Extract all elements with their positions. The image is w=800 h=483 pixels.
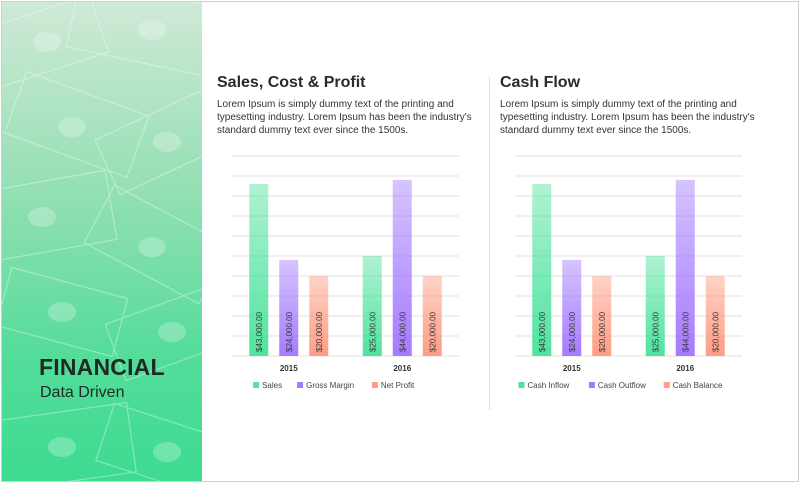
data-label: $25,000.00: [651, 311, 660, 352]
bar-sales-2015: [249, 184, 269, 356]
legend-swatch: [518, 382, 525, 388]
x-tick-label: 2016: [676, 364, 694, 373]
panel-title: Cash Flow: [500, 74, 581, 91]
legend-label: Cash Inflow: [528, 381, 570, 390]
legend-label: Cash Outflow: [598, 381, 646, 390]
bar-cash-outflow-2015: [562, 260, 582, 356]
panel-cash-flow: Cash Flow Lorem Ipsum is simply dummy te…: [500, 74, 770, 137]
panel-divider: [489, 77, 490, 410]
gridlines: [515, 155, 742, 357]
bar-gross-margin-2015: [279, 260, 299, 356]
data-label: $24,000.00: [285, 311, 294, 352]
panel-sales-cost-profit: Sales, Cost & Profit Lorem Ipsum is simp…: [217, 74, 487, 137]
data-label: $20,000.00: [598, 311, 607, 352]
legend-swatch: [297, 382, 304, 388]
legend-label: Gross Margin: [306, 381, 354, 390]
panel-description: Lorem Ipsum is simply dummy text of the …: [217, 99, 472, 136]
bar-sales-2016: [362, 256, 382, 356]
bar-chart-cash-flow: $43,000.00 $24,000.00 $20,000.00 2015 $25,00…: [515, 155, 742, 390]
bar-cash-inflow-2015: [532, 184, 552, 356]
data-label: $20,000.00: [711, 311, 720, 352]
x-tick-label: 2015: [280, 364, 298, 373]
panel-description: Lorem Ipsum is simply dummy text of the …: [500, 99, 755, 136]
sidebar-title: FINANCIAL: [39, 354, 165, 380]
legend: Cash Inflow Cash Outflow Cash Balance: [518, 381, 723, 390]
bar-chart-sales-cost-profit: $43,000.00 $24,000.00 $20,000.00 2015 $25,00…: [232, 155, 459, 390]
legend-label: Cash Balance: [673, 381, 723, 390]
data-label: $20,000.00: [315, 311, 324, 352]
legend-swatch: [253, 382, 260, 388]
sidebar-subtitle: Data Driven: [40, 384, 125, 401]
bar-net-profit-2015: [309, 276, 329, 356]
data-label: $25,000.00: [368, 311, 377, 352]
gridlines: [232, 155, 459, 357]
bar-cash-balance-2015: [592, 276, 612, 356]
data-label: $20,000.00: [428, 311, 437, 352]
legend-swatch: [663, 382, 670, 388]
bar-cash-inflow-2016: [645, 256, 665, 356]
panel-title: Sales, Cost & Profit: [217, 74, 366, 91]
legend-swatch: [371, 382, 378, 388]
bar-gross-margin-2016: [392, 180, 412, 356]
legend-label: Sales: [262, 381, 282, 390]
data-label: $44,000.00: [398, 311, 407, 352]
data-label: $24,000.00: [568, 311, 577, 352]
x-tick-label: 2016: [393, 364, 411, 373]
bar-net-profit-2016: [422, 276, 442, 356]
bar-cash-balance-2016: [705, 276, 725, 356]
data-label: $43,000.00: [538, 311, 547, 352]
legend-label: Net Profit: [381, 381, 415, 390]
legend: Sales Gross Margin Net Profit: [253, 381, 415, 390]
x-tick-label: 2015: [563, 364, 581, 373]
money-pattern-image: [2, 2, 202, 481]
data-label: $43,000.00: [255, 311, 264, 352]
legend-swatch: [588, 382, 595, 388]
sidebar-money-background: FINANCIAL Data Driven: [2, 2, 202, 481]
data-label: $44,000.00: [681, 311, 690, 352]
bar-cash-outflow-2016: [675, 180, 695, 356]
